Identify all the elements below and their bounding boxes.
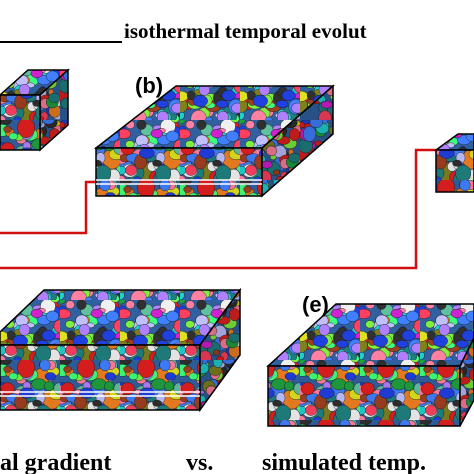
slab-shade <box>436 150 474 192</box>
panel-label: (b) <box>135 73 163 98</box>
slab-face <box>435 149 474 193</box>
connector <box>0 148 436 270</box>
slab-face <box>0 289 242 346</box>
footer-left: al gradient <box>0 450 111 474</box>
slab-shade <box>262 86 333 196</box>
footer-right: simulated temp. <box>262 450 426 474</box>
slab-shade <box>200 290 240 410</box>
slab-face <box>459 337 474 427</box>
slab-face <box>199 287 241 413</box>
connector <box>0 180 96 235</box>
panel-label: (e) <box>302 292 329 317</box>
slab-shade <box>268 366 460 426</box>
slab-face <box>433 133 474 151</box>
header-title: isothermal temporal evolut <box>124 19 367 43</box>
slab-shade <box>96 148 262 196</box>
footer-middle: vs. <box>186 450 213 474</box>
slab-shade <box>460 338 474 426</box>
slab-face <box>0 94 41 151</box>
slab-shade <box>40 70 68 150</box>
slab-shade <box>0 95 40 150</box>
slab-shade <box>0 345 200 410</box>
slab-face <box>266 303 474 367</box>
slabs <box>0 68 474 427</box>
